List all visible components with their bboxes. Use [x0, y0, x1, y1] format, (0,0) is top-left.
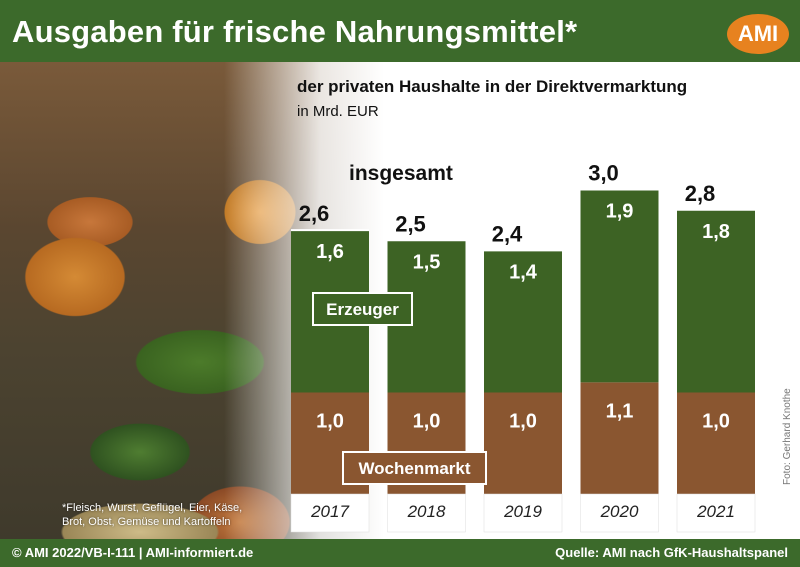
year-band-2017	[290, 493, 370, 533]
bar-wochenmarkt-2019	[484, 392, 562, 494]
footnote: *Fleisch, Wurst, Geflügel, Eier, Käse, B…	[62, 502, 243, 528]
footer-source: Quelle: AMI nach GfK-Haushaltspanel	[555, 545, 788, 560]
total-label-2018: 2,5	[395, 211, 426, 236]
chart-subtitle: der privaten Haushalte in der Direktverm…	[297, 77, 688, 96]
year-band-2020	[580, 493, 659, 533]
year-band-2021	[676, 493, 756, 533]
data-label-wochenmarkt-2019: 1,0	[509, 411, 537, 433]
data-label-wochenmarkt-2020: 1,1	[606, 400, 634, 422]
total-label-2021: 2,8	[685, 181, 716, 206]
data-label-erzeuger-2019: 1,4	[509, 261, 538, 283]
photo-credit: Foto: Gerhard Knothe	[782, 388, 793, 485]
footer-bar: © AMI 2022/VB-I-111 | AMI-informiert.de …	[0, 539, 800, 567]
data-label-erzeuger-2017: 1,6	[316, 241, 344, 263]
page-title: Ausgaben für frische Nahrungsmittel*	[12, 14, 578, 49]
bar-erzeuger-2020	[580, 189, 659, 383]
total-label-2017: 2,6	[299, 201, 330, 226]
tick-label-2018: 2018	[407, 502, 446, 521]
year-band-2019	[483, 493, 563, 533]
total-label-2020: 3,0	[588, 161, 619, 186]
tick-label-2019: 2019	[503, 502, 542, 521]
bar-wochenmarkt-2020	[580, 382, 659, 494]
legend-box-erzeuger	[312, 292, 413, 326]
chart-unit: in Mrd. EUR	[297, 103, 379, 120]
footer-copyright: © AMI 2022/VB-I-111 | AMI-informiert.de	[12, 545, 254, 560]
year-band-2018	[387, 493, 466, 533]
header-bar: Ausgaben für frische Nahrungsmittel* AMI	[0, 0, 800, 62]
legend-label-erzeuger: Erzeuger	[326, 300, 399, 319]
total-label-2019: 2,4	[492, 221, 523, 246]
tick-label-2021: 2021	[696, 502, 735, 521]
data-label-wochenmarkt-2017: 1,0	[316, 411, 344, 433]
legend-label-wochenmarkt: Wochenmarkt	[358, 459, 470, 478]
data-label-wochenmarkt-2021: 1,0	[702, 411, 730, 433]
data-label-wochenmarkt-2018: 1,0	[413, 411, 441, 433]
legend-box-wochenmarkt	[342, 451, 487, 485]
data-label-erzeuger-2018: 1,5	[413, 251, 441, 273]
data-label-erzeuger-2020: 1,9	[606, 201, 634, 223]
tick-label-2020: 2020	[600, 502, 639, 521]
bar-erzeuger-2021	[677, 209, 755, 393]
total-caption: insgesamt	[349, 162, 453, 185]
tick-label-2017: 2017	[310, 502, 349, 521]
ami-logo: AMI	[727, 14, 789, 54]
bar-wochenmarkt-2021	[677, 392, 755, 494]
data-label-erzeuger-2021: 1,8	[702, 221, 730, 243]
bar-erzeuger-2019	[484, 250, 562, 393]
